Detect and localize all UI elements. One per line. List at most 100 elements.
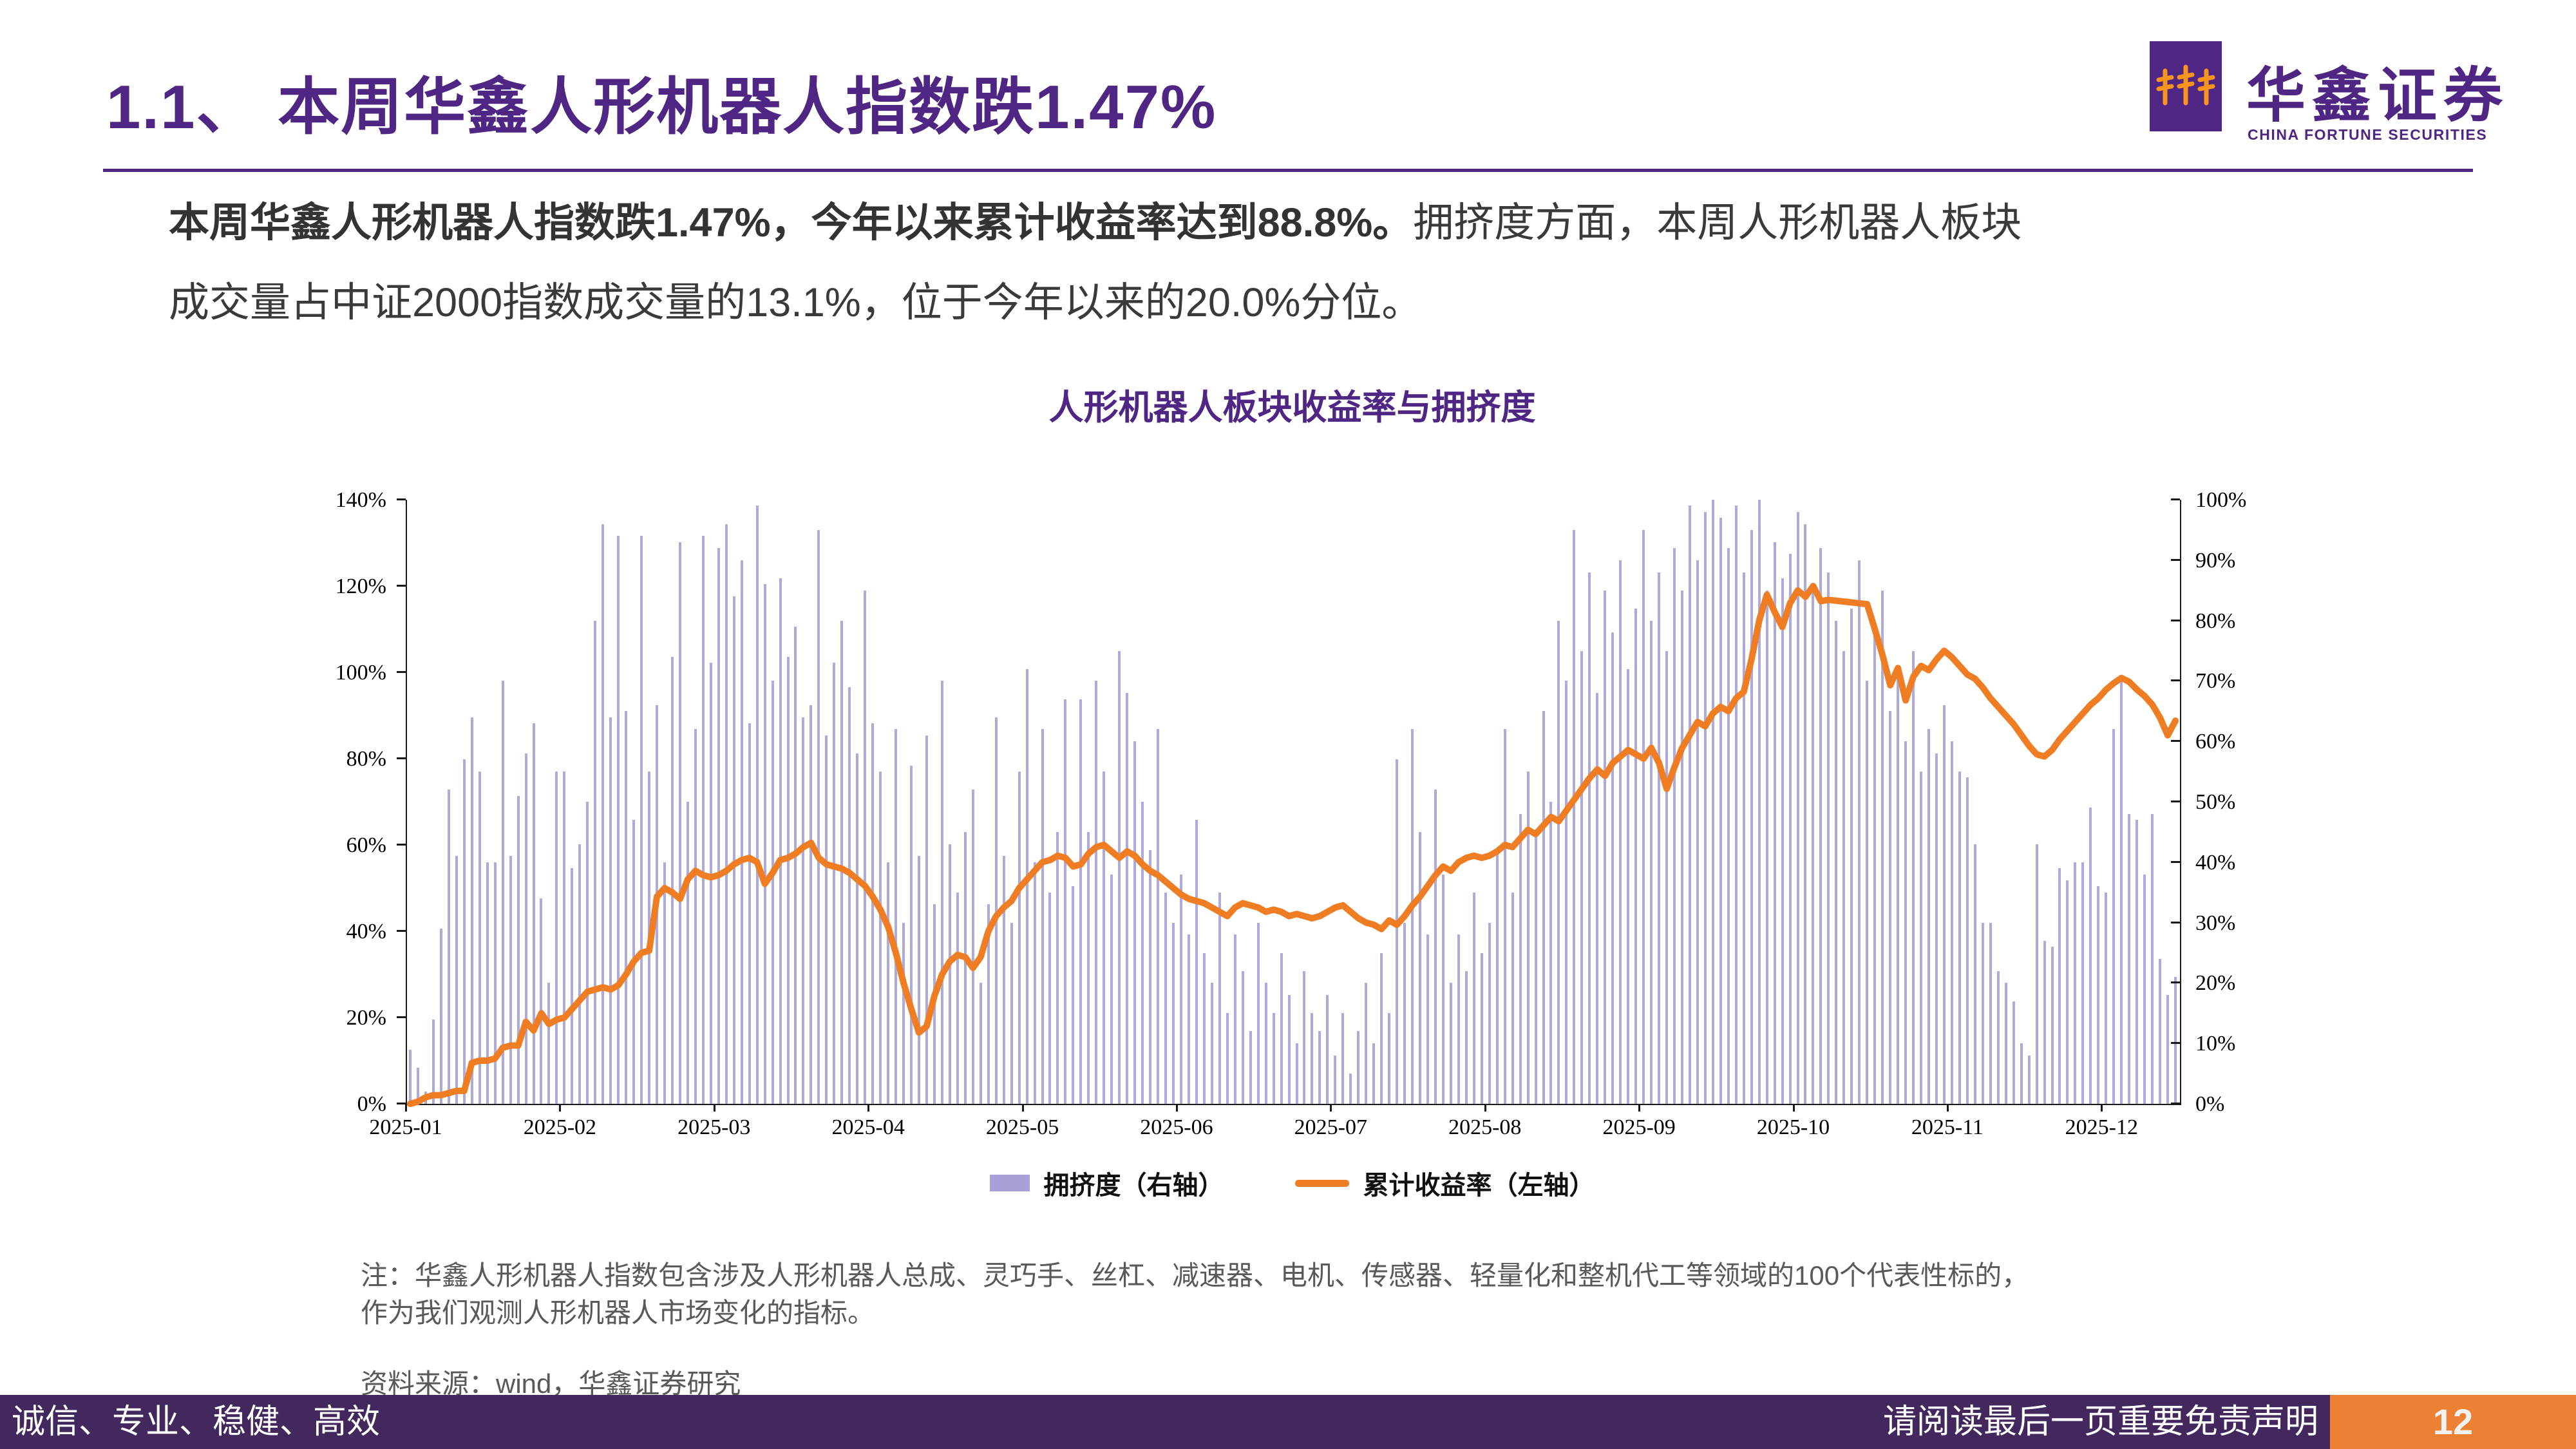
- crowding-bar: [1866, 681, 1869, 1104]
- chart-legend: 拥挤度（右轴） 累计收益率（左轴）: [406, 1164, 2179, 1202]
- crowding-bar: [2012, 1001, 2015, 1104]
- crowding-bar: [447, 790, 450, 1104]
- crowding-bar: [409, 1049, 412, 1104]
- crowding-bar: [1680, 590, 1683, 1104]
- crowding-bar: [1419, 831, 1421, 1104]
- bar-series-swatch-icon: [989, 1175, 1030, 1191]
- crowding-bar: [1195, 820, 1198, 1104]
- crowding-bar: [925, 735, 928, 1104]
- crowding-bar: [1827, 572, 1830, 1104]
- crowding-bar: [871, 723, 875, 1104]
- crowding-bar: [987, 904, 990, 1104]
- crowding-bar: [1295, 1043, 1298, 1104]
- left-axis-tick: [397, 585, 406, 587]
- right-axis-tick: [2171, 679, 2180, 682]
- x-axis-label: 2025-02: [523, 1115, 597, 1139]
- left-axis-label: 80%: [346, 747, 386, 771]
- crowding-bar: [493, 862, 497, 1104]
- crowding-bar: [1365, 983, 1368, 1104]
- crowding-bar: [895, 729, 898, 1104]
- left-axis-tick: [397, 844, 406, 846]
- crowding-bar: [1056, 831, 1059, 1104]
- crowding-bar: [1218, 892, 1221, 1104]
- x-axis-tick: [559, 1104, 562, 1112]
- crowding-bar: [1226, 1013, 1229, 1104]
- cumulative-return-line: [407, 583, 2179, 1107]
- footer-disclaimer: 请阅读最后一页重要免责声明: [1882, 1403, 2318, 1441]
- x-axis-label: 2025-09: [1602, 1115, 1676, 1139]
- crowding-bar: [1788, 554, 1792, 1104]
- crowding-bar: [1187, 934, 1190, 1104]
- crowding-bar: [2120, 675, 2123, 1104]
- crowding-bar: [625, 711, 628, 1104]
- x-axis-label: 2025-08: [1448, 1115, 1522, 1139]
- crowding-bar: [1773, 542, 1776, 1104]
- crowding-bar: [1503, 729, 1506, 1104]
- crowding-bar: [1935, 753, 1938, 1104]
- left-axis-label: 0%: [357, 1092, 386, 1116]
- crowding-bar: [540, 898, 543, 1104]
- right-axis-tick: [2171, 740, 2180, 743]
- crowding-bar: [571, 868, 574, 1104]
- crowding-bar: [1033, 862, 1036, 1104]
- crowding-bar: [2105, 892, 2108, 1104]
- crowding-bar: [1141, 802, 1144, 1104]
- crowding-bar: [1372, 1043, 1376, 1104]
- footer-slogan: 诚信、专业、稳健、高效: [12, 1403, 381, 1441]
- x-axis-tick: [1021, 1104, 1024, 1112]
- crowding-bar: [1942, 705, 1946, 1104]
- crowding-bar: [1557, 620, 1560, 1104]
- crowding-bar: [1110, 874, 1113, 1104]
- crowding-bar: [1133, 741, 1137, 1104]
- crowding-bar: [1434, 790, 1437, 1104]
- crowding-bar: [1511, 892, 1514, 1104]
- right-axis-label: 50%: [2195, 790, 2236, 814]
- crowding-bar: [856, 753, 859, 1104]
- left-axis-tick: [397, 1016, 406, 1018]
- crowding-bar: [1411, 729, 1414, 1104]
- crowding-bar: [1256, 922, 1260, 1104]
- crowding-bar: [2020, 1043, 2023, 1104]
- summary-line-1: 本周华鑫人形机器人指数跌1.47%，今年以来累计收益率达到88.8%。拥挤度方面…: [169, 191, 2461, 255]
- crowding-bar: [917, 856, 920, 1104]
- crowding-bar: [486, 862, 489, 1104]
- legend-label-return: 累计收益率（左轴）: [1363, 1171, 1595, 1200]
- crowding-bar: [1565, 681, 1568, 1104]
- legend-item-return: 累计收益率（左轴）: [1294, 1164, 1595, 1202]
- crowding-bar: [1064, 699, 1067, 1104]
- crowding-bar: [416, 1067, 419, 1104]
- data-source: 资料来源：wind，华鑫证券研究: [361, 1368, 741, 1399]
- page-title: 1.1、 本周华鑫人形机器人指数跌1.47%: [106, 73, 1217, 142]
- crowding-bar: [2166, 995, 2170, 1104]
- crowding-bar: [1765, 590, 1768, 1104]
- crowding-bar: [1164, 892, 1168, 1104]
- crowding-bar: [1642, 529, 1645, 1104]
- crowding-bar: [717, 548, 720, 1104]
- crowding-bar: [971, 790, 974, 1104]
- crowding-bar: [1334, 1055, 1337, 1104]
- right-axis-tick: [2171, 498, 2180, 500]
- x-axis-label: 2025-06: [1140, 1115, 1213, 1139]
- crowding-bar: [2050, 947, 2054, 1104]
- right-axis-tick: [2171, 800, 2180, 802]
- crowding-bar: [1495, 850, 1499, 1104]
- right-axis-label: 80%: [2195, 609, 2236, 633]
- crowding-bar: [1441, 874, 1444, 1104]
- crowding-bar: [1264, 983, 1267, 1104]
- crowding-bar: [1658, 572, 1661, 1104]
- crowding-bar: [779, 578, 782, 1104]
- crowding-bar: [1380, 952, 1383, 1104]
- crowding-bar: [1580, 650, 1584, 1104]
- legend-item-crowding: 拥挤度（右轴）: [989, 1164, 1224, 1202]
- crowding-bar: [1349, 1074, 1352, 1104]
- crowding-bar: [1996, 971, 2000, 1104]
- x-axis-tick: [405, 1104, 407, 1112]
- company-logo: 华鑫证券 CHINA FORTUNE SECURITIES: [2150, 39, 2503, 151]
- crowding-bar: [1202, 952, 1206, 1104]
- x-axis-tick: [1946, 1104, 1949, 1112]
- crowding-bar: [2074, 862, 2077, 1104]
- x-axis-label: 2025-10: [1756, 1115, 1830, 1139]
- crowding-bar: [2159, 958, 2162, 1104]
- right-axis-label: 0%: [2195, 1092, 2225, 1116]
- right-axis-label: 10%: [2195, 1032, 2236, 1056]
